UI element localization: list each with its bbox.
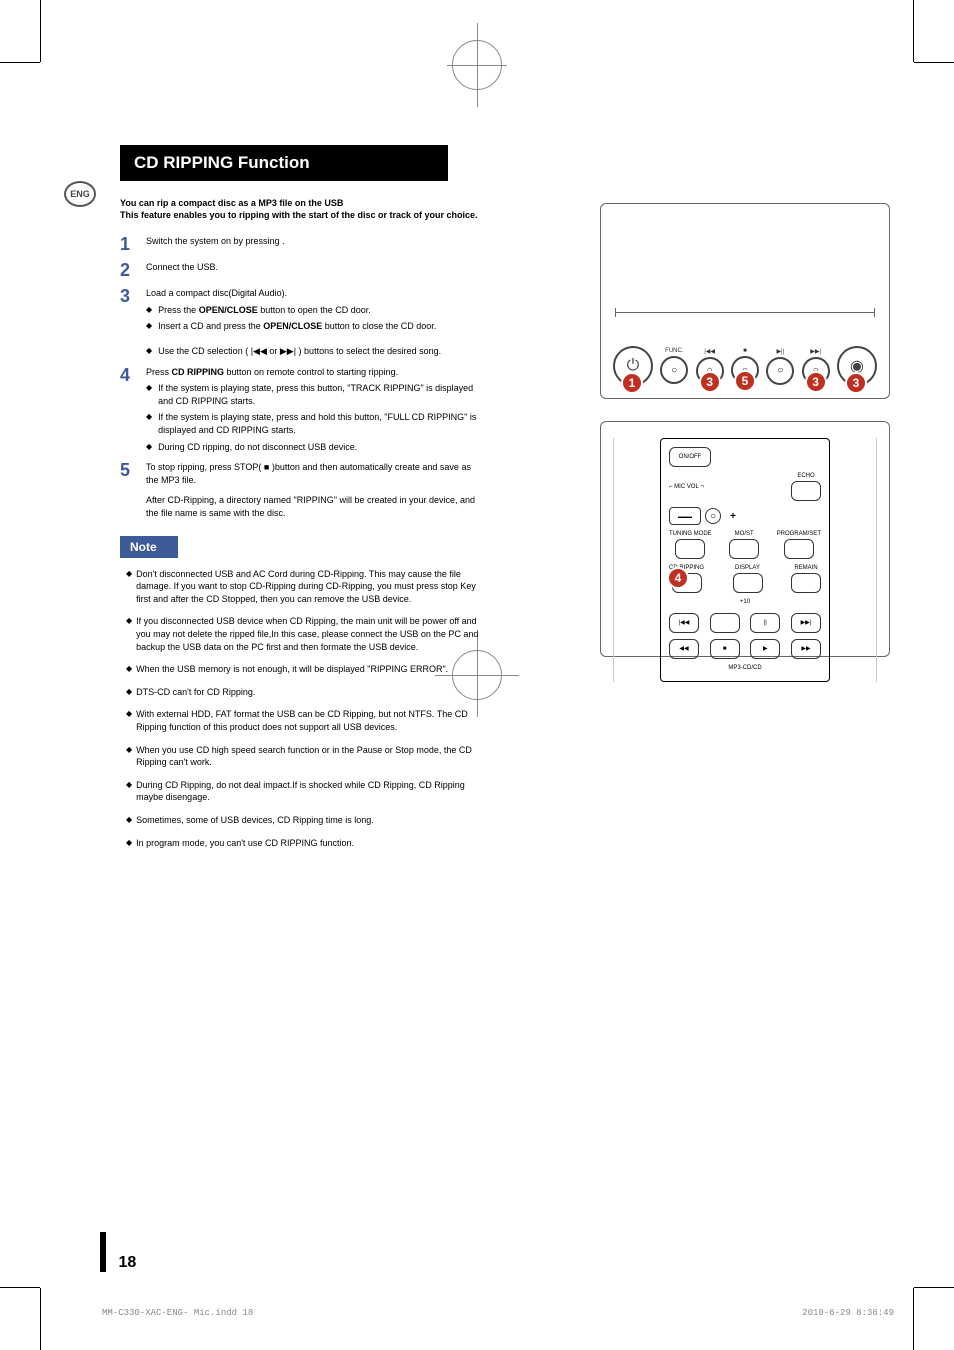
instruction-step: 2 Connect the USB.: [120, 261, 480, 279]
registration-mark-top: [452, 40, 502, 90]
step-body: Load a compact disc(Digital Audio).◆Pres…: [146, 287, 480, 357]
step-body: To stop ripping, press STOP( ■ )button a…: [146, 461, 480, 519]
step-body: Press CD RIPPING button on remote contro…: [146, 366, 480, 454]
rc-display-button: [733, 573, 763, 593]
instruction-column: You can rip a compact disc as a MP3 file…: [120, 197, 480, 859]
note-item: ◆In program mode, you can't use CD RIPPI…: [126, 837, 480, 850]
rc-tuning-button: [675, 539, 705, 559]
step-sub-bullet: ◆During CD ripping, do not disconnect US…: [146, 441, 480, 454]
step-after-text: After CD-Ripping, a directory named "RIP…: [146, 494, 480, 519]
note-item: ◆During CD Ripping, do not deal impact.I…: [126, 779, 480, 804]
note-item: ◆Sometimes, some of USB devices, CD Ripp…: [126, 814, 480, 827]
rc-display-label: DISPLAY: [735, 565, 760, 571]
marker-1: 1: [621, 372, 643, 394]
rc-plus-button: +: [725, 508, 741, 524]
instruction-step: 1 Switch the system on by pressing .: [120, 235, 480, 253]
play-button-icon: ○: [766, 357, 794, 385]
rc-program-label: PROGRAM/SET: [777, 531, 821, 537]
rc-pause-button: ||: [750, 613, 780, 633]
marker-3c: 3: [845, 372, 867, 394]
step-sub-bullet: ◆Press the OPEN/CLOSE button to open the…: [146, 304, 480, 317]
note-item: ◆With external HDD, FAT format the USB c…: [126, 708, 480, 733]
rc-marker-4: 4: [667, 567, 689, 589]
func-label: FUNC.: [665, 348, 683, 354]
step-number: 2: [120, 261, 136, 279]
rc-track-next-button: ▶▶|: [791, 613, 821, 633]
note-item: ◆Don't disconnected USB and AC Cord duri…: [126, 568, 480, 606]
marker-3b: 3: [805, 371, 827, 393]
illustration-column: ⏻ 1 FUNC. ○ |◀◀ ○ 3 ■ ○ 5: [600, 203, 890, 859]
step-body: Connect the USB.: [146, 261, 480, 279]
footer-timestamp: 2010-6-29 8:36:49: [802, 1308, 894, 1318]
step-sub-bullet: ◆Use the CD selection ( |◀◀ or ▶▶| ) but…: [146, 345, 480, 358]
step-number: 4: [120, 366, 136, 454]
page-title: CD RIPPING Function: [120, 145, 448, 181]
next-label: ▶▶|: [810, 348, 821, 355]
rc-most-button: [729, 539, 759, 559]
instruction-step: 4Press CD RIPPING button on remote contr…: [120, 366, 480, 454]
rc-micvol-label: ⌐ MIC VOL ¬: [669, 484, 704, 490]
note-item: ◆When the USB memory is not enough, it w…: [126, 663, 480, 676]
rc-track-prev-button: |◀◀: [669, 613, 699, 633]
stop-label: ■: [743, 348, 747, 354]
note-item: ◆If you disconnected USB device when CD …: [126, 615, 480, 653]
rc-onoff-button: ON/OFF: [669, 447, 711, 467]
marker-3a: 3: [699, 371, 721, 393]
rc-minus-button: —: [669, 507, 701, 525]
marker-5: 5: [734, 370, 756, 392]
rc-mp3-label: MP3-CD/CD: [669, 665, 821, 671]
step-number: 5: [120, 461, 136, 519]
rc-remain-label: REMAIN: [794, 565, 817, 571]
instruction-step: 5To stop ripping, press STOP( ■ )button …: [120, 461, 480, 519]
step-number: 3: [120, 287, 136, 357]
rc-tuning-label: TUNING MODE: [669, 531, 712, 537]
step-sub-bullet: ◆Insert a CD and press the OPEN/CLOSE bu…: [146, 320, 480, 333]
footer-filename: MM-C330-XAC-ENG- Mic.indd 18: [102, 1308, 253, 1318]
rc-most-label: MO/ST: [735, 531, 754, 537]
note-item: ◆DTS-CD can't for CD Ripping.: [126, 686, 480, 699]
rc-circle-button: ○: [705, 508, 721, 524]
rc-echo-button: [791, 481, 821, 501]
note-item: ◆When you use CD high speed search funct…: [126, 744, 480, 769]
rc-stop-button: ■: [710, 639, 740, 659]
rc-rew-button: ◀◀: [669, 639, 699, 659]
prev-label: |◀◀: [704, 348, 715, 355]
step-sub-bullet: ◆If the system is playing state, press t…: [146, 382, 480, 407]
play-label: ▶||: [776, 348, 784, 355]
device-panel-illustration: ⏻ 1 FUNC. ○ |◀◀ ○ 3 ■ ○ 5: [600, 203, 890, 399]
func-button-icon: ○: [660, 356, 688, 384]
remote-illustration: ON/OFF ⌐ MIC VOL ¬ ECHO — ○: [600, 421, 890, 657]
rc-program-button: [784, 539, 814, 559]
page-number: 18: [118, 1254, 136, 1272]
rc-echo-label: ECHO: [797, 473, 814, 479]
step-number: 1: [120, 235, 136, 253]
page-number-box: 18: [100, 1232, 136, 1272]
rc-remain-button: [791, 573, 821, 593]
instruction-step: 3Load a compact disc(Digital Audio).◆Pre…: [120, 287, 480, 357]
rc-plus10-label: +10: [669, 599, 821, 605]
step-body: Switch the system on by pressing .: [146, 235, 480, 253]
step-sub-bullet: ◆If the system is playing state, press a…: [146, 411, 480, 436]
intro-text: You can rip a compact disc as a MP3 file…: [120, 197, 480, 221]
rc-ff-button: ▶▶: [791, 639, 821, 659]
language-badge: ENG: [64, 181, 96, 207]
note-heading: Note: [120, 536, 178, 558]
rc-plus10-button: [710, 613, 740, 633]
rc-play-button: ▶: [750, 639, 780, 659]
